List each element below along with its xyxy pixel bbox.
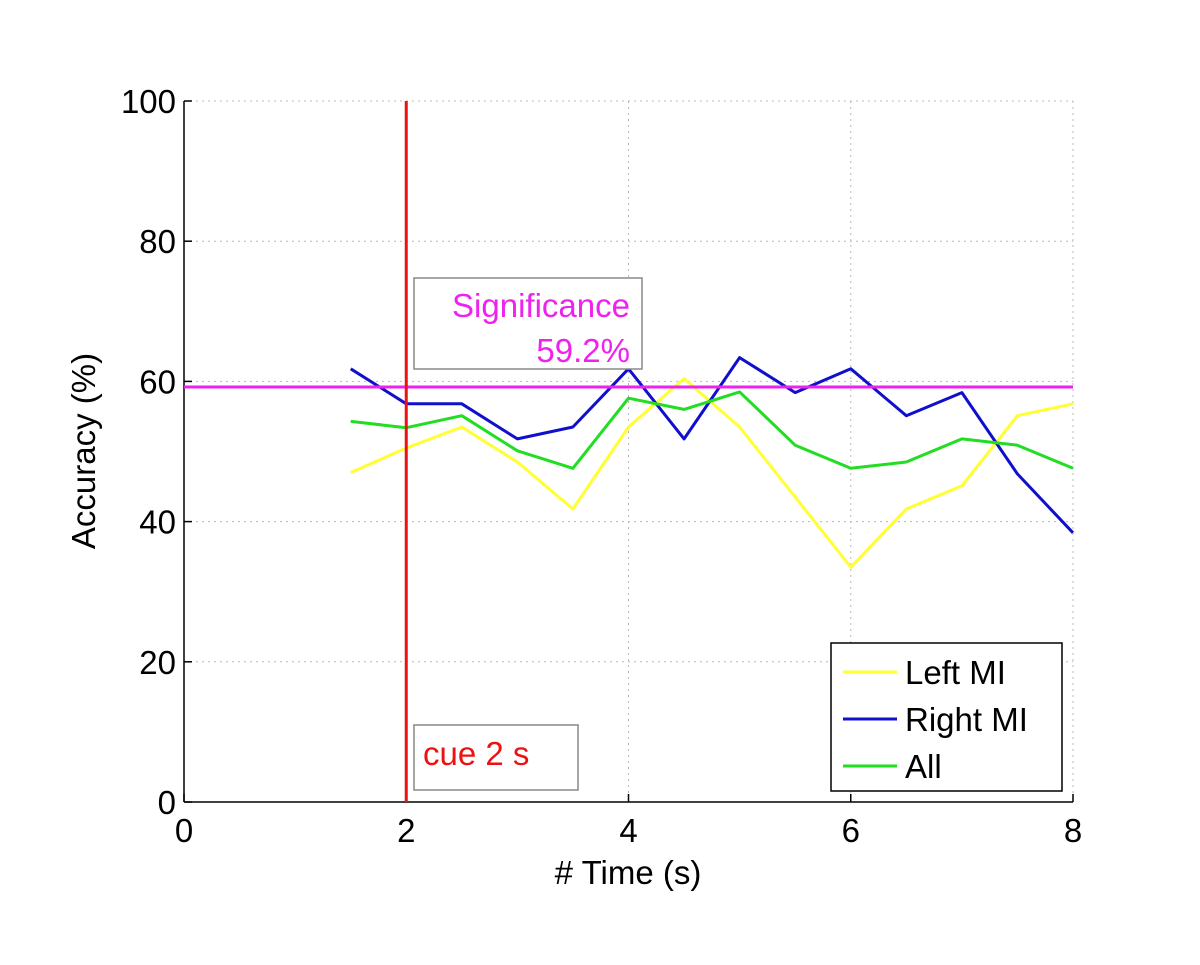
reference-lines (184, 101, 1073, 802)
x-tick-label: 6 (842, 812, 860, 849)
significance-label-line1: Significance (452, 287, 630, 324)
y-axis-label: Accuracy (%) (65, 353, 102, 549)
legend-label-all: All (905, 748, 942, 785)
cue-label: cue 2 s (423, 735, 529, 772)
significance-label-line2: 59.2% (536, 332, 630, 369)
series-line-right-mi (349, 356, 1075, 534)
y-tick-label: 0 (158, 784, 176, 821)
legend-label-left-mi: Left MI (905, 654, 1006, 691)
significance-label-box (413, 277, 643, 370)
legend: Left MI Right MI All (830, 642, 1063, 792)
x-tick-label: 4 (619, 812, 637, 849)
x-tick-label: 2 (397, 812, 415, 849)
cue-label-box (413, 724, 579, 791)
y-tick-label: 40 (139, 504, 176, 541)
y-tick-label: 20 (139, 644, 176, 681)
grid-lines (184, 100, 1074, 802)
series-layer (349, 356, 1075, 569)
x-tick-label: 8 (1064, 812, 1082, 849)
y-tick-label: 60 (139, 363, 176, 400)
series-line-left-mi (350, 377, 1074, 569)
x-axis-label: # Time (s) (555, 854, 702, 891)
legend-label-right-mi: Right MI (905, 701, 1028, 738)
y-tick-label: 80 (139, 223, 176, 260)
y-tick-label: 100 (121, 83, 176, 120)
series-line-all (350, 390, 1074, 470)
axis-ticks: 0 20 40 60 80 100 0 2 4 6 8 (121, 83, 1082, 849)
x-tick-label: 0 (175, 812, 193, 849)
